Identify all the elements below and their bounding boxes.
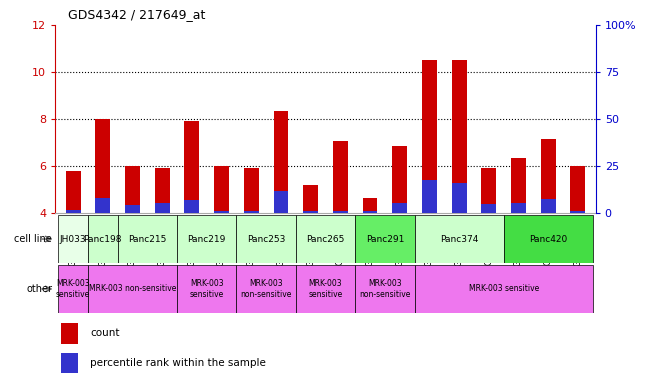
Bar <box>333 141 348 213</box>
Bar <box>244 211 258 213</box>
Text: MRK-003 sensitive: MRK-003 sensitive <box>469 285 539 293</box>
Bar <box>214 211 229 213</box>
Text: Panc291: Panc291 <box>366 235 404 243</box>
Text: Panc253: Panc253 <box>247 235 285 243</box>
Bar <box>541 139 555 213</box>
Bar <box>184 200 199 213</box>
Bar <box>570 211 585 213</box>
Bar <box>355 215 415 263</box>
Text: Panc219: Panc219 <box>187 235 226 243</box>
Bar <box>570 166 585 213</box>
Bar <box>273 111 288 213</box>
Bar <box>88 215 118 263</box>
Bar <box>415 215 504 263</box>
Bar <box>363 211 378 213</box>
Text: MRK-003 non-sensitive: MRK-003 non-sensitive <box>89 285 176 293</box>
Bar <box>59 265 88 313</box>
Bar <box>236 265 296 313</box>
Bar <box>481 169 496 213</box>
Bar <box>333 211 348 213</box>
Text: JH033: JH033 <box>60 235 87 243</box>
Bar <box>511 158 526 213</box>
Bar <box>511 202 526 213</box>
Bar <box>59 215 88 263</box>
Bar <box>155 202 170 213</box>
Text: Panc265: Panc265 <box>307 235 344 243</box>
Bar <box>452 182 467 213</box>
Bar <box>296 215 355 263</box>
Bar <box>541 199 555 213</box>
Bar <box>214 166 229 213</box>
Text: cell line: cell line <box>14 234 52 244</box>
Bar <box>96 198 110 213</box>
Text: count: count <box>90 328 120 338</box>
Bar <box>118 215 177 263</box>
Bar <box>504 215 592 263</box>
Bar <box>363 198 378 213</box>
Bar <box>393 146 407 213</box>
Bar <box>61 353 78 373</box>
Bar <box>303 211 318 213</box>
Bar <box>273 191 288 213</box>
Bar <box>244 169 258 213</box>
Text: Panc420: Panc420 <box>529 235 567 243</box>
Bar <box>184 121 199 213</box>
Bar <box>452 60 467 213</box>
Bar <box>88 265 177 313</box>
Bar <box>296 265 355 313</box>
Bar <box>393 202 407 213</box>
Bar <box>177 265 236 313</box>
Bar <box>96 119 110 213</box>
Bar <box>66 210 81 213</box>
Bar <box>415 265 592 313</box>
Text: other: other <box>26 284 52 294</box>
Text: MRK-003
sensitive: MRK-003 sensitive <box>56 279 90 299</box>
Text: Panc215: Panc215 <box>128 235 167 243</box>
Bar <box>125 205 140 213</box>
Bar <box>66 171 81 213</box>
Text: MRK-003
sensitive: MRK-003 sensitive <box>309 279 342 299</box>
Text: MRK-003
non-sensitive: MRK-003 non-sensitive <box>240 279 292 299</box>
Text: MRK-003
sensitive: MRK-003 sensitive <box>189 279 224 299</box>
Bar <box>422 180 437 213</box>
Bar <box>61 323 78 344</box>
Bar <box>155 169 170 213</box>
Bar <box>422 60 437 213</box>
Text: percentile rank within the sample: percentile rank within the sample <box>90 358 266 368</box>
Bar <box>236 215 296 263</box>
Text: MRK-003
non-sensitive: MRK-003 non-sensitive <box>359 279 411 299</box>
Bar <box>355 265 415 313</box>
Text: GDS4342 / 217649_at: GDS4342 / 217649_at <box>68 8 206 21</box>
Text: Panc198: Panc198 <box>83 235 122 243</box>
Bar <box>177 215 236 263</box>
Text: Panc374: Panc374 <box>440 235 478 243</box>
Bar <box>481 204 496 213</box>
Bar <box>125 166 140 213</box>
Bar <box>303 185 318 213</box>
